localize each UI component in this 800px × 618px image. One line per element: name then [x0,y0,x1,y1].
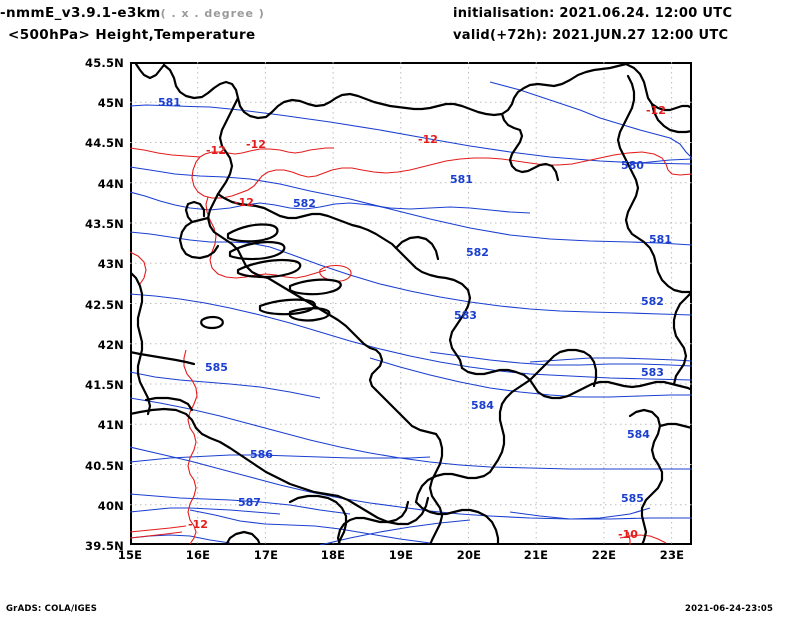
contour-label-584: 584 [627,428,650,441]
contour-label-581: 581 [649,233,672,246]
ytick-42.5N: 42.5N [85,298,124,312]
ytick-45.5N: 45.5N [85,56,124,70]
xtick-19E: 19E [388,548,414,562]
temp-label-minus10: -10 [618,528,638,541]
temp-label-minus12: -12 [206,144,226,157]
contour-label-583: 583 [454,309,477,322]
valid-time: valid(+72h): 2021.JUN.27 12:00 UTC [453,28,729,43]
temp-label-minus12: -12 [646,104,666,117]
contour-label-581: 581 [158,96,181,109]
ytick-42N: 42N [97,338,124,352]
model-title: f-nmmE_v3.9.1-e3km( . x . degree ) [0,5,265,21]
ytick-45N: 45N [97,96,124,110]
xtick-21E: 21E [523,548,549,562]
xtick-15E: 15E [117,548,143,562]
contour-label-585: 585 [205,361,228,374]
contour-label-585: 585 [621,492,644,505]
contour-label-582: 582 [466,246,489,259]
ytick-44N: 44N [97,177,124,191]
model-resolution-note: ( . x . degree ) [160,7,265,20]
initialisation-time: initialisation: 2021.06.24. 12:00 UTC [453,6,733,21]
contour-label-581: 581 [450,173,473,186]
xtick-22E: 22E [591,548,617,562]
height-contours [130,81,692,545]
xtick-18E: 18E [320,548,346,562]
ytick-41.5N: 41.5N [85,378,124,392]
model-title-text: f-nmmE_v3.9.1-e3km [0,5,161,21]
contour-label-584: 584 [471,399,494,412]
gridlines [130,62,692,545]
temperature-contour-labels: -12 -12 -12 -12 -12 -12 -10 [188,104,666,541]
ytick-40N: 40N [97,499,124,513]
contour-label-580: 580 [621,159,644,172]
render-timestamp: 2021-06-24-23:05 [685,604,774,614]
xtick-20E: 20E [456,548,482,562]
contour-label-586: 586 [250,448,273,461]
ytick-43.5N: 43.5N [85,217,124,231]
contour-label-582: 582 [293,197,316,210]
level-variable-label: <500hPa> Height,Temperature [8,27,256,43]
coastlines-and-borders [130,62,692,545]
contour-label-582: 582 [641,295,664,308]
xtick-17E: 17E [253,548,279,562]
ytick-43N: 43N [97,257,124,271]
contour-label-583: 583 [641,366,664,379]
xtick-23E: 23E [659,548,685,562]
temperature-contours [130,147,692,545]
temp-label-minus12: -12 [234,196,254,209]
temp-label-minus12: -12 [418,133,438,146]
chart-header: f-nmmE_v3.9.1-e3km( . x . degree ) <500h… [0,0,800,52]
temp-label-minus12: -12 [188,518,208,531]
grads-credit: GrADS: COLA/IGES [6,604,98,614]
height-contour-labels: 581 581 580 582 582 581 583 582 584 583 … [158,96,672,509]
xtick-16E: 16E [185,548,211,562]
contour-label-587: 587 [238,496,261,509]
ytick-41N: 41N [97,418,124,432]
ytick-40.5N: 40.5N [85,459,124,473]
contour-map-svg: 581 581 580 582 582 581 583 582 584 583 … [130,62,692,545]
temp-label-minus12: -12 [246,138,266,151]
ytick-44.5N: 44.5N [85,136,124,150]
ytick-39.5N: 39.5N [85,539,124,553]
